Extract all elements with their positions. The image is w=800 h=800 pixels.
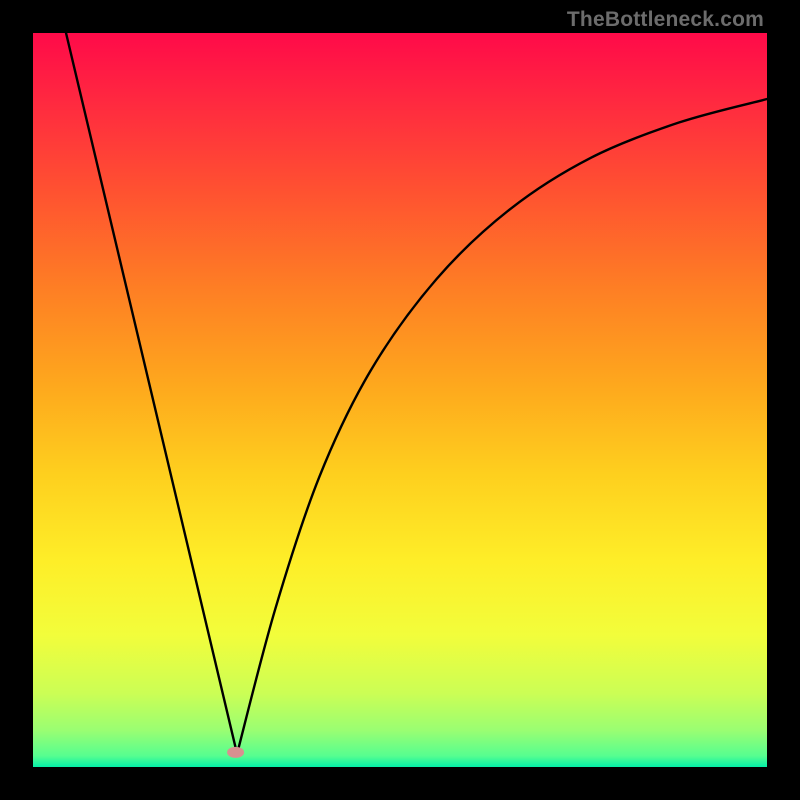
curve-line (66, 33, 767, 754)
chart-root: { "watermark": { "text": "TheBottleneck.… (0, 0, 800, 800)
minimum-marker (227, 747, 244, 758)
bottleneck-curve (33, 33, 767, 767)
plot-area (33, 33, 767, 767)
watermark-text: TheBottleneck.com (567, 8, 764, 32)
